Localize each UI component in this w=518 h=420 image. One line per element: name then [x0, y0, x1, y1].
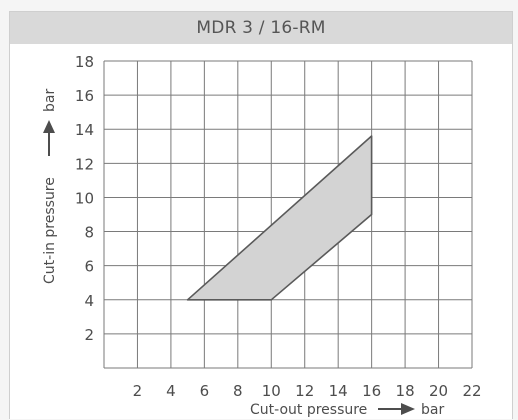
- x-tick-8: 8: [233, 382, 243, 400]
- pressure-chart: 2 4 6 8 10 12 14 16 18 2 4 6 8 10 12 14 16 18 20 22 Cut-in…: [42, 53, 482, 418]
- x-tick-20: 20: [429, 382, 448, 400]
- x-tick-labels: 2 4 6 8 10 12 14 16 18 20 22: [133, 382, 482, 400]
- y-tick-2: 2: [84, 326, 94, 344]
- x-tick-22: 22: [462, 382, 481, 400]
- chart-panel: MDR 3 / 16-RM 2 4 6 8 10 12 14 16 18 2 4 6 8 10 12 14 1…: [9, 11, 513, 419]
- x-axis-unit: bar: [421, 402, 444, 418]
- y-axis-arrow-head: [43, 120, 55, 133]
- chart-title: MDR 3 / 16-RM: [10, 12, 512, 44]
- y-tick-8: 8: [84, 224, 94, 242]
- y-tick-12: 12: [75, 155, 94, 173]
- y-axis-title: Cut-in pressure bar: [42, 89, 58, 284]
- operating-region-polygon: [186, 135, 373, 301]
- y-tick-10: 10: [75, 189, 94, 207]
- x-tick-4: 4: [166, 382, 176, 400]
- x-tick-6: 6: [200, 382, 210, 400]
- y-tick-4: 4: [84, 292, 94, 310]
- y-tick-16: 16: [75, 87, 94, 105]
- y-tick-14: 14: [75, 121, 94, 139]
- x-axis-arrow-head: [401, 403, 415, 415]
- x-axis-label: Cut-out pressure: [250, 402, 367, 418]
- y-axis-label: Cut-in pressure: [42, 177, 58, 284]
- x-tick-14: 14: [329, 382, 348, 400]
- x-tick-18: 18: [396, 382, 415, 400]
- y-axis-unit: bar: [42, 89, 58, 112]
- x-tick-16: 16: [362, 382, 381, 400]
- y-tick-6: 6: [84, 258, 94, 276]
- operating-region: [186, 135, 373, 301]
- x-tick-2: 2: [133, 382, 143, 400]
- x-tick-12: 12: [295, 382, 314, 400]
- y-tick-18: 18: [75, 53, 94, 71]
- y-tick-labels: 2 4 6 8 10 12 14 16 18: [75, 53, 94, 344]
- x-axis-title: Cut-out pressure bar: [250, 402, 444, 418]
- x-tick-10: 10: [262, 382, 281, 400]
